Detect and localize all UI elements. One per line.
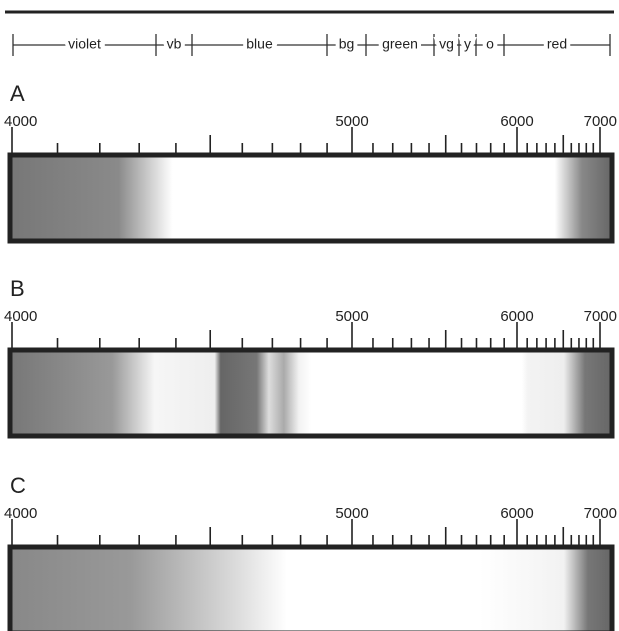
scale-label: 7000 [584,113,617,130]
scale-label: 4000 [4,308,37,325]
panel-label: B [10,276,25,301]
spectrum-band [10,350,612,436]
spectrum-band [10,547,612,631]
scale-label: 5000 [335,113,368,130]
scale-label: 7000 [584,308,617,325]
scale-label: 6000 [500,113,533,130]
region-label: violet [68,36,101,52]
region-label: vg [439,36,454,52]
spectra: A 4000 5000 6000 7000 B 4000 5000 6000 7000 C 4000 5… [4,81,617,631]
spectrum-band [10,155,612,241]
region-label: y [464,36,471,52]
region-label: vb [167,36,182,52]
region-label: bg [339,36,355,52]
scale-label: 4000 [4,113,37,130]
scale-label: 7000 [584,505,617,522]
panel-label: A [10,81,25,106]
region-label: green [382,36,418,52]
region-label: o [486,36,494,52]
region-label: red [547,36,567,52]
scale-label: 5000 [335,308,368,325]
scale-label: 5000 [335,505,368,522]
scale-label: 6000 [500,505,533,522]
scale-label: 6000 [500,308,533,325]
scale-label: 4000 [4,505,37,522]
panel-label: C [10,473,26,498]
figure: violet vb blue bg green vgyo red A 4000 5000 6000… [0,0,619,631]
region-label: blue [246,36,273,52]
